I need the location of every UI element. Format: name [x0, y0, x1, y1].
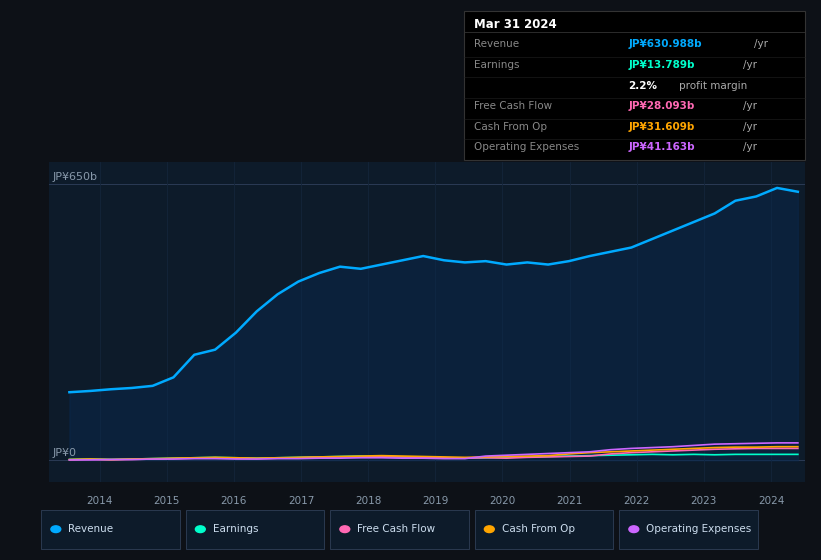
- Text: Revenue: Revenue: [68, 524, 113, 534]
- Text: 2024: 2024: [758, 496, 784, 506]
- Text: Revenue: Revenue: [474, 39, 519, 49]
- Text: JP¥650b: JP¥650b: [53, 171, 98, 181]
- Text: Operating Expenses: Operating Expenses: [646, 524, 751, 534]
- Text: JP¥630.988b: JP¥630.988b: [628, 39, 702, 49]
- Text: Operating Expenses: Operating Expenses: [474, 142, 579, 152]
- Text: 2022: 2022: [623, 496, 650, 506]
- Text: /yr: /yr: [743, 122, 757, 132]
- Text: Mar 31 2024: Mar 31 2024: [474, 18, 557, 31]
- Text: 2020: 2020: [489, 496, 516, 506]
- Text: profit margin: profit margin: [679, 81, 747, 91]
- Text: Free Cash Flow: Free Cash Flow: [357, 524, 435, 534]
- Text: JP¥0: JP¥0: [53, 448, 76, 458]
- Text: 2021: 2021: [557, 496, 583, 506]
- Text: 2017: 2017: [288, 496, 314, 506]
- Text: JP¥28.093b: JP¥28.093b: [628, 101, 695, 111]
- Text: 2019: 2019: [422, 496, 448, 506]
- Text: JP¥41.163b: JP¥41.163b: [628, 142, 695, 152]
- Text: /yr: /yr: [743, 142, 757, 152]
- Text: Free Cash Flow: Free Cash Flow: [474, 101, 552, 111]
- Text: JP¥13.789b: JP¥13.789b: [628, 60, 695, 70]
- Text: Cash From Op: Cash From Op: [502, 524, 575, 534]
- Text: JP¥31.609b: JP¥31.609b: [628, 122, 695, 132]
- Text: 2023: 2023: [690, 496, 717, 506]
- Text: 2015: 2015: [154, 496, 180, 506]
- Text: 2018: 2018: [355, 496, 382, 506]
- Text: Earnings: Earnings: [213, 524, 258, 534]
- Text: /yr: /yr: [754, 39, 768, 49]
- Text: /yr: /yr: [743, 101, 757, 111]
- Text: 2.2%: 2.2%: [628, 81, 657, 91]
- Text: Cash From Op: Cash From Op: [474, 122, 547, 132]
- Text: 2014: 2014: [86, 496, 112, 506]
- Text: 2016: 2016: [221, 496, 247, 506]
- Text: /yr: /yr: [743, 60, 757, 70]
- Text: Earnings: Earnings: [474, 60, 519, 70]
